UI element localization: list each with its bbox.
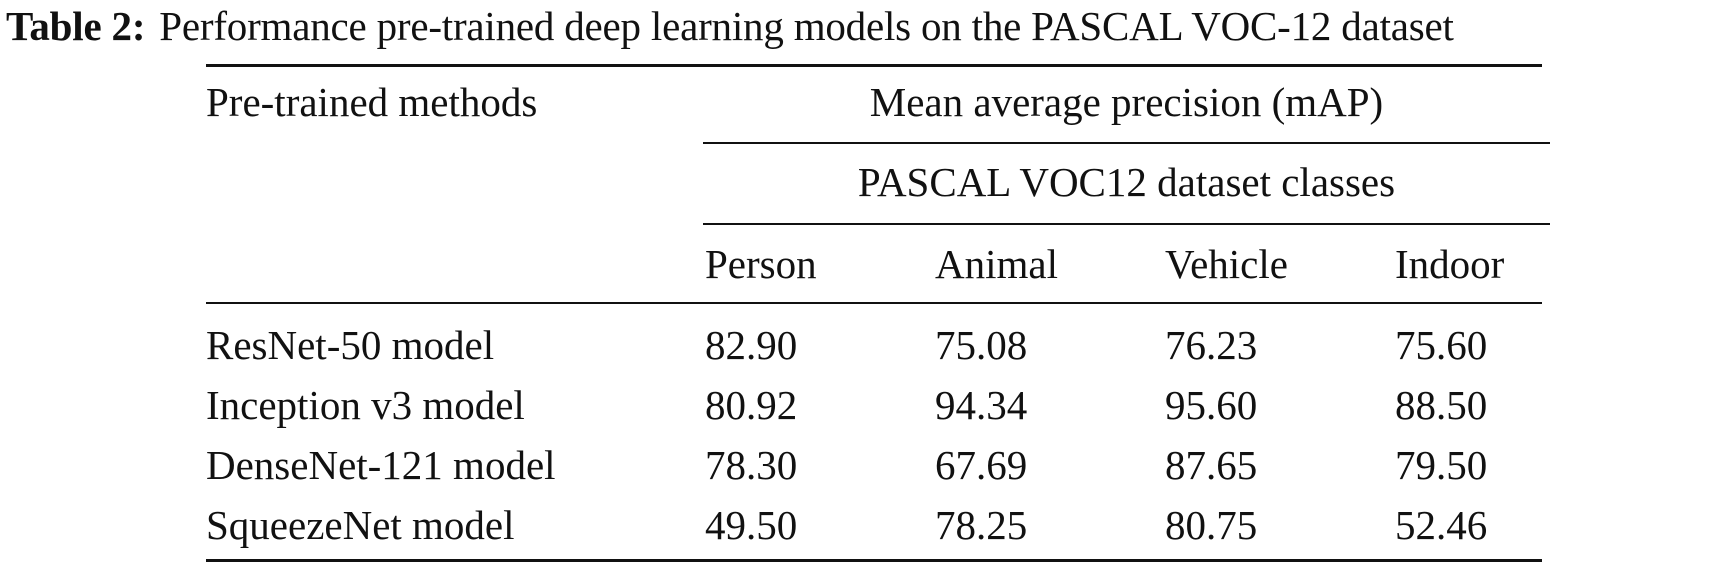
value-animal: 75.08: [935, 322, 1028, 368]
value-vehicle: 87.65: [1165, 442, 1258, 488]
column-header-indoor: Indoor: [1395, 241, 1505, 287]
column-header-vehicle: Vehicle: [1165, 241, 1288, 287]
value-person: 80.92: [705, 382, 798, 428]
value-indoor: 52.46: [1395, 502, 1488, 548]
bottom-rule: [206, 559, 1542, 562]
value-person: 82.90: [705, 322, 798, 368]
group-cmid-rule: [703, 142, 1550, 144]
value-indoor: 75.60: [1395, 322, 1488, 368]
value-animal: 67.69: [935, 442, 1028, 488]
caption-text: Performance pre-trained deep learning mo…: [159, 3, 1454, 49]
subgroup-header-classes: PASCAL VOC12 dataset classes: [857, 159, 1396, 205]
table-caption: Table 2: Performance pre-trained deep lea…: [6, 2, 1454, 50]
column-header-person: Person: [705, 241, 817, 287]
group-header-map: Mean average precision (mAP): [869, 79, 1384, 125]
subgroup-cmid-rule: [703, 223, 1550, 225]
caption-label: Table 2:: [6, 3, 146, 49]
value-animal: 78.25: [935, 502, 1028, 548]
value-indoor: 88.50: [1395, 382, 1488, 428]
column-header-animal: Animal: [935, 241, 1058, 287]
header-bottom-rule: [206, 302, 1542, 304]
value-person: 78.30: [705, 442, 798, 488]
value-vehicle: 95.60: [1165, 382, 1258, 428]
method-name: SqueezeNet model: [206, 502, 515, 548]
method-name: DenseNet-121 model: [206, 442, 556, 488]
value-indoor: 79.50: [1395, 442, 1488, 488]
method-name: Inception v3 model: [206, 382, 525, 428]
value-animal: 94.34: [935, 382, 1028, 428]
row-header-label: Pre-trained methods: [206, 79, 538, 125]
method-name: ResNet-50 model: [206, 322, 495, 368]
value-vehicle: 76.23: [1165, 322, 1258, 368]
value-person: 49.50: [705, 502, 798, 548]
value-vehicle: 80.75: [1165, 502, 1258, 548]
top-rule: [206, 64, 1542, 67]
